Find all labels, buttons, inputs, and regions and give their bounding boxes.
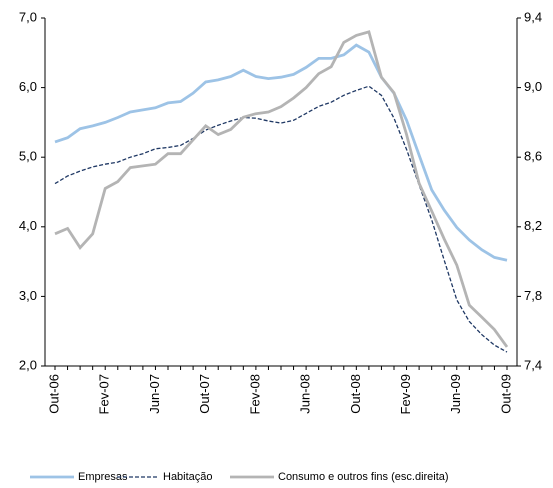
y-tick-label: 7,0 (19, 9, 37, 24)
y2-tick-label: 9,4 (524, 9, 542, 24)
y-tick-label: 6,0 (19, 79, 37, 94)
x-tick-label: Out-08 (348, 374, 363, 414)
line-series (54, 43, 508, 262)
y-tick-label: 5,0 (19, 149, 37, 164)
y2-tick-label: 8,6 (524, 149, 542, 164)
x-tick-label: Out-09 (498, 374, 513, 414)
y2-tick-label: 7,8 (524, 288, 542, 303)
x-tick-label: Jun-09 (448, 374, 463, 414)
x-tick-label: Jun-07 (147, 374, 162, 414)
y2-tick-label: 7,4 (524, 357, 542, 372)
line-series (54, 30, 509, 348)
legend-label: Consumo e outros fins (esc.direita) (278, 471, 449, 483)
y2-tick-label: 8,2 (524, 218, 542, 233)
y-tick-label: 2,0 (19, 357, 37, 372)
x-tick-label: Out-07 (197, 374, 212, 414)
x-tick-label: Fev-07 (97, 374, 112, 414)
x-tick-label: Fev-08 (247, 374, 262, 414)
y-tick-label: 4,0 (19, 218, 37, 233)
legend-label: Empresas (78, 471, 128, 483)
x-tick-label: Jun-08 (298, 374, 313, 414)
x-tick-label: Out-06 (46, 374, 61, 414)
legend-label: Habitação (163, 471, 213, 483)
x-tick-label: Fev-09 (398, 374, 413, 414)
y-tick-label: 3,0 (19, 288, 37, 303)
y2-tick-label: 9,0 (524, 79, 542, 94)
line-series (54, 85, 508, 353)
